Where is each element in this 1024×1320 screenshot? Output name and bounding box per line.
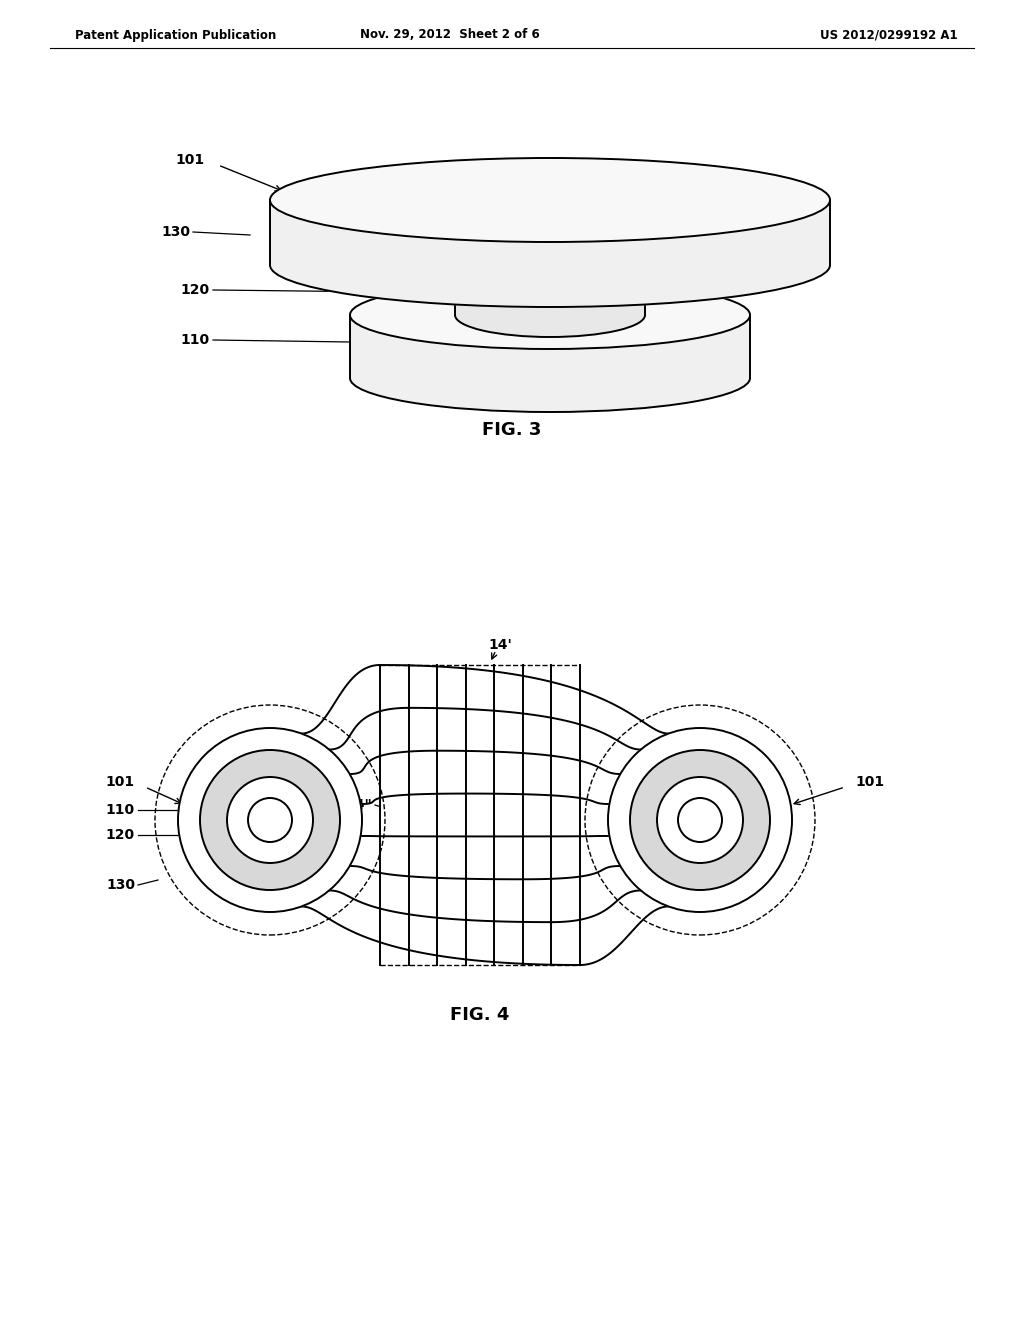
Text: 14": 14" xyxy=(345,799,372,812)
Ellipse shape xyxy=(270,158,830,242)
Circle shape xyxy=(248,799,292,842)
Circle shape xyxy=(678,799,722,842)
Ellipse shape xyxy=(350,281,750,348)
Text: 101: 101 xyxy=(105,775,135,789)
Text: 130: 130 xyxy=(106,878,135,892)
Text: US 2012/0299192 A1: US 2012/0299192 A1 xyxy=(820,29,957,41)
Text: 110: 110 xyxy=(105,803,135,817)
Circle shape xyxy=(227,777,313,863)
Polygon shape xyxy=(380,665,580,965)
Polygon shape xyxy=(350,315,750,412)
Text: Patent Application Publication: Patent Application Publication xyxy=(75,29,276,41)
Circle shape xyxy=(608,729,792,912)
Text: 101: 101 xyxy=(176,153,205,168)
Text: Nov. 29, 2012  Sheet 2 of 6: Nov. 29, 2012 Sheet 2 of 6 xyxy=(360,29,540,41)
Text: 120: 120 xyxy=(105,828,135,842)
Text: 14': 14' xyxy=(488,638,512,652)
Text: FIG. 4: FIG. 4 xyxy=(451,1006,510,1024)
Circle shape xyxy=(200,750,340,890)
Text: 110: 110 xyxy=(181,333,210,347)
Circle shape xyxy=(178,729,362,912)
Polygon shape xyxy=(455,265,645,337)
Text: 101: 101 xyxy=(855,775,884,789)
Circle shape xyxy=(657,777,743,863)
Polygon shape xyxy=(270,201,830,308)
Text: 120: 120 xyxy=(181,282,210,297)
Text: FIG. 3: FIG. 3 xyxy=(482,421,542,440)
Text: 130: 130 xyxy=(161,224,190,239)
Ellipse shape xyxy=(455,243,645,286)
Circle shape xyxy=(630,750,770,890)
